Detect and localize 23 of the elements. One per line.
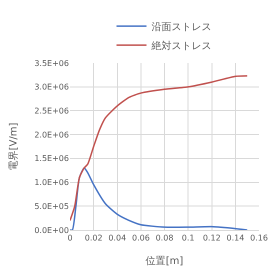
- legend-label: 絶対ストレス: [150, 40, 212, 52]
- x-axis-title: 位置[m]: [146, 255, 184, 268]
- x-tick-label: 0.14: [226, 234, 244, 243]
- line-series: [70, 75, 248, 222]
- y-tick-label: 3.0E+06: [34, 82, 69, 92]
- y-tick-label: 5.0E+05: [34, 202, 69, 211]
- y-tick-label: 3.5E+06: [34, 58, 69, 68]
- y-tick-label: 1.0E+06: [34, 178, 69, 188]
- legend-label: 沿面ストレス: [152, 21, 212, 34]
- x-tick-label: 0.16: [250, 234, 268, 243]
- y-tick-label: 2.0E+06: [34, 130, 69, 140]
- line-series: [70, 167, 248, 230]
- x-tick-label: 0: [67, 234, 73, 243]
- x-tick-label: 0.02: [84, 234, 103, 243]
- x-tick-label: 0.12: [202, 234, 221, 243]
- x-tick-label: 0.04: [108, 234, 126, 243]
- y-tick-label: 0.0E+00: [34, 226, 69, 235]
- x-tick-label: 0.08: [156, 234, 174, 243]
- y-tick-label: 1.5E+06: [34, 154, 69, 164]
- x-tick-label: 0.1: [182, 234, 194, 243]
- y-axis-title: 電界[V/m]: [8, 122, 20, 170]
- y-tick-label: 2.5E+06: [34, 106, 69, 116]
- x-tick-label: 0.06: [132, 234, 150, 243]
